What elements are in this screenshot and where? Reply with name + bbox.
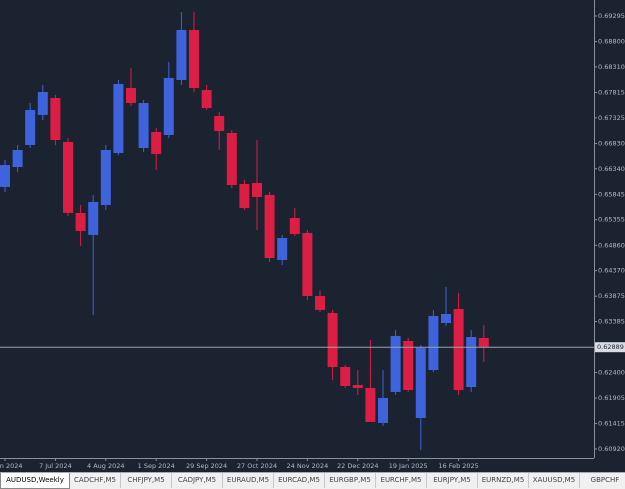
x-tick-label: 27 Oct 2024 — [237, 462, 277, 470]
candle-body — [239, 184, 250, 209]
candle-body — [88, 202, 99, 235]
symbol-tab[interactable]: EURNZD,M5 — [478, 473, 529, 488]
candle-body — [466, 337, 477, 388]
candle-body — [264, 194, 275, 259]
candle-body — [75, 212, 86, 231]
candle-body — [441, 314, 451, 323]
candle-body — [63, 141, 73, 213]
x-tick-label: 1 Sep 2024 — [138, 462, 175, 470]
y-tick-label: 0.65355 — [598, 216, 625, 224]
candle-body — [113, 84, 124, 153]
candle-body — [252, 182, 262, 197]
candle-body — [365, 387, 376, 422]
symbol-tab[interactable]: EURCAD,M5 — [274, 473, 325, 488]
symbol-tab[interactable]: CHFJPY,M5 — [121, 473, 172, 488]
x-tick-label: 4 Aug 2024 — [87, 462, 125, 470]
symbol-tab[interactable]: AUDUSD,Weekly — [0, 473, 70, 489]
y-tick-label: 0.61905 — [598, 394, 625, 402]
chart: 0.69295 0.68800 0.68310 0.67815 0.67325 0.668… — [0, 0, 625, 472]
candle-body — [189, 29, 199, 89]
candle-body — [327, 312, 338, 367]
candle-body — [428, 315, 439, 370]
candle-body — [289, 217, 300, 235]
symbol-tab[interactable]: EURCHF,M5 — [376, 473, 427, 488]
candle-body — [352, 384, 363, 388]
candle-body — [163, 77, 174, 136]
candle-body — [126, 88, 136, 103]
symbol-tab[interactable]: EURGBP,M5 — [325, 473, 376, 488]
candle-body — [176, 29, 187, 80]
candle-body — [390, 335, 401, 392]
y-tick-label: 0.60920 — [598, 445, 625, 453]
candle-body — [226, 132, 237, 185]
x-tick-label: 24 Nov 2024 — [287, 462, 329, 470]
y-tick-label: 0.64370 — [598, 267, 625, 275]
candle-body — [0, 164, 10, 188]
current-price-box — [595, 342, 625, 353]
candle-body — [151, 132, 162, 154]
candle-body — [340, 366, 351, 386]
candle-body — [37, 91, 48, 115]
candle-body — [302, 232, 313, 297]
y-tick-label: 0.69295 — [598, 12, 625, 20]
candle-body — [50, 97, 61, 141]
candle-body — [453, 308, 464, 391]
y-tick-label: 0.65845 — [598, 190, 625, 198]
candle-body — [415, 347, 426, 418]
candle-body — [403, 340, 414, 391]
symbol-tab[interactable]: CADJPY,M5 — [172, 473, 223, 488]
x-tick-label: 16 Feb 2025 — [438, 462, 478, 470]
y-tick-label: 0.61415 — [598, 419, 625, 427]
tab-bar: AUDUSD,Weekly CADCHF,M5 CHFJPY,M5 CADJPY,M5… — [0, 472, 625, 489]
symbol-tab[interactable]: EURJPY,M5 — [427, 473, 478, 488]
y-tick-label: 0.68310 — [598, 63, 625, 71]
x-tick-label: 29 Sep 2024 — [186, 462, 227, 470]
candle-body — [378, 397, 388, 423]
y-tick-label: 0.63875 — [598, 292, 625, 300]
y-tick-label: 0.63385 — [598, 318, 625, 326]
candle-body — [201, 90, 212, 109]
symbol-tab[interactable]: GBPCHF — [580, 473, 625, 488]
symbol-tab[interactable]: CADCHF,M5 — [70, 473, 121, 488]
candle-body — [315, 296, 325, 310]
x-tick-label: 9 Jun 2024 — [0, 462, 22, 470]
x-tick-label: 22 Dec 2024 — [337, 462, 379, 470]
y-tick-label: 0.67815 — [598, 88, 625, 96]
candle-body — [25, 109, 36, 145]
x-tick-label: 7 Jul 2024 — [39, 462, 72, 470]
chart-background — [0, 0, 625, 472]
symbol-tab[interactable]: EURAUD,M5 — [223, 473, 274, 488]
x-tick-label: 19 Jan 2025 — [389, 462, 428, 470]
candle-body — [138, 102, 149, 148]
y-tick-label: 0.66340 — [598, 165, 625, 173]
y-tick-label: 0.62400 — [598, 368, 625, 376]
y-tick-label: 0.64860 — [598, 241, 625, 249]
candle-body — [100, 149, 111, 206]
y-tick-label: 0.67325 — [598, 114, 625, 122]
current-price-label: 0.62889 — [597, 343, 624, 351]
candle-body — [478, 337, 489, 348]
y-tick-label: 0.66830 — [598, 139, 625, 147]
candle-body — [277, 237, 288, 260]
candle-body — [214, 115, 225, 131]
symbol-tab[interactable]: XAUUSD,M5 — [529, 473, 580, 488]
y-tick-label: 0.68800 — [598, 38, 625, 46]
candle-body — [12, 149, 23, 168]
